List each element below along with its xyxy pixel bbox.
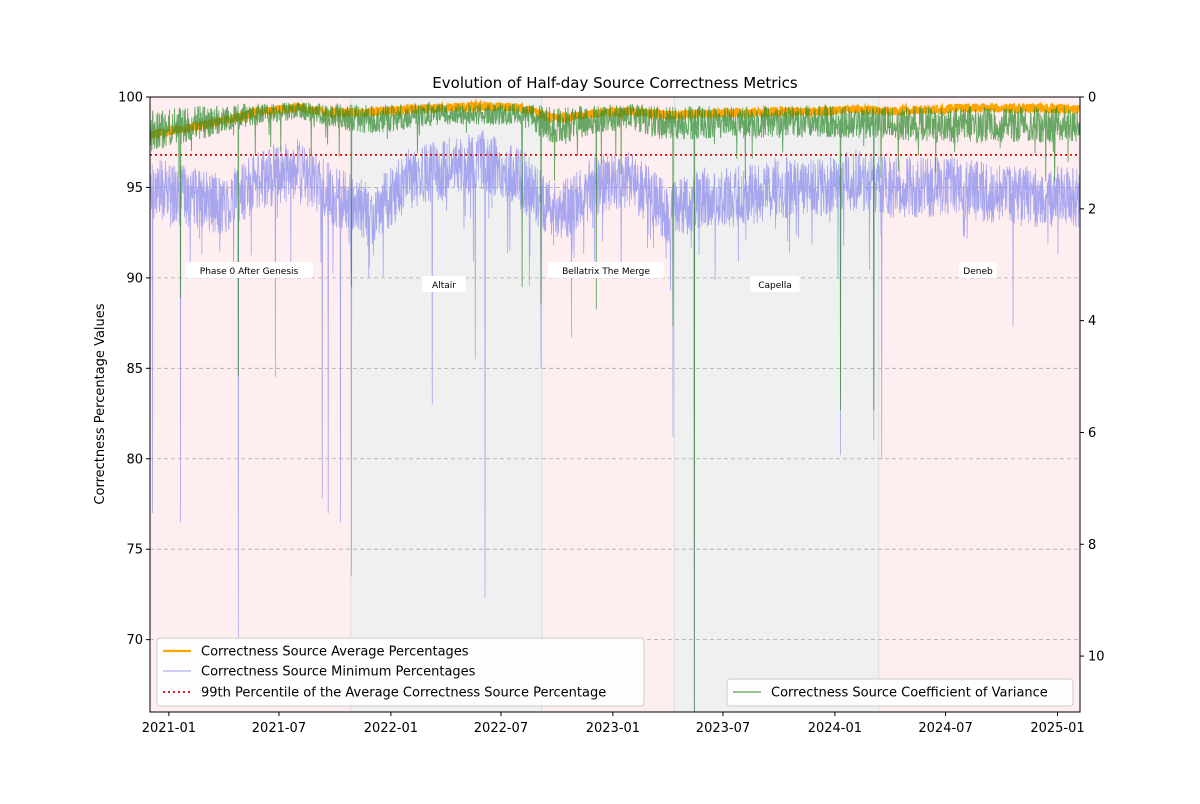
x-tick-label: 2021-01	[142, 721, 196, 736]
series-layer	[150, 98, 1080, 712]
y-tick-label: 75	[126, 543, 143, 558]
phase-label-box	[422, 276, 466, 292]
x-tick-label: 2025-01	[1030, 721, 1084, 736]
legend-left: Correctness Source Average Percentages Co…	[156, 637, 645, 707]
x-tick-label: 2022-01	[364, 721, 418, 736]
y2-tick-label: 4	[1088, 314, 1096, 329]
x-tick-label: 2023-07	[696, 721, 750, 736]
legend-entry: 99th Percentile of the Average Correctne…	[201, 686, 606, 701]
phase-label: Phase 0 After Genesis	[200, 267, 299, 277]
chart-title: Evolution of Half-day Source Correctness…	[432, 74, 798, 92]
phase-label-box	[959, 262, 997, 278]
y-tick-label: 70	[126, 633, 143, 648]
x-tick-label: 2022-07	[474, 721, 528, 736]
phase-label: Deneb	[963, 267, 993, 277]
y-tick-label: 100	[118, 91, 143, 106]
phase-label: Bellatrix The Merge	[562, 267, 650, 277]
y2-tick-label: 10	[1088, 650, 1105, 665]
y2-tick-label: 6	[1088, 426, 1096, 441]
y2-tick-label: 2	[1088, 202, 1096, 217]
legend-right-box	[726, 678, 1074, 707]
x-tick-label: 2024-01	[808, 721, 862, 736]
phase-labels: Phase 0 After Genesis Altair Bellatrix The…	[185, 262, 997, 292]
series-min-line	[150, 130, 1080, 712]
legend-left-box	[156, 637, 645, 707]
phase-label-box	[750, 276, 800, 292]
y-tick-label: 95	[126, 181, 143, 196]
phase-label-box	[547, 262, 665, 278]
y-tick-label: 90	[126, 271, 143, 286]
phase-label: Capella	[758, 281, 792, 291]
x-tick-label: 2021-07	[252, 721, 306, 736]
series-cov-line	[150, 102, 1080, 712]
y-tick-label: 85	[126, 362, 143, 377]
axes: 70 75 80 85 90 95 100 0 2 4 6 8 10 2021-01 2021-07 2022…	[118, 91, 1104, 737]
phase-label-box	[185, 262, 313, 278]
x-tick-label: 2023-01	[586, 721, 640, 736]
plot-frame	[149, 96, 1081, 713]
legend-entry: Correctness Source Minimum Percentages	[201, 665, 476, 680]
legend-entry: Correctness Source Coefficient of Varian…	[771, 686, 1048, 701]
y2-tick-label: 0	[1088, 91, 1096, 106]
y2-tick-label: 8	[1088, 538, 1096, 553]
legend-right: Correctness Source Coefficient of Varian…	[726, 678, 1074, 707]
y-tick-label: 80	[126, 452, 143, 467]
phase-label: Altair	[432, 281, 456, 291]
x-tick-label: 2024-07	[918, 721, 972, 736]
y-axis-label: Correctness Percentage Values	[93, 303, 108, 504]
legend-entry: Correctness Source Average Percentages	[201, 645, 469, 660]
